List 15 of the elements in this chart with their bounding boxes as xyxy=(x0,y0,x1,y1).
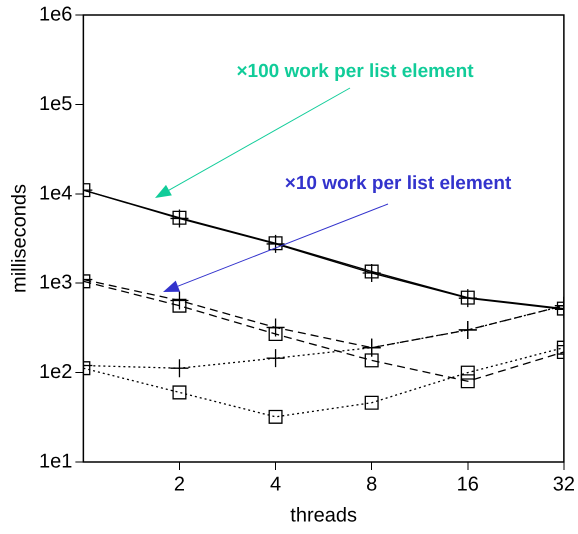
y-tick-label: 1e6 xyxy=(38,4,72,26)
y-tick-label: 1e2 xyxy=(38,361,72,384)
x-tick-label: 8 xyxy=(366,474,378,496)
x-tick-label: 4 xyxy=(270,474,282,496)
x-axis-title: threads xyxy=(290,504,357,527)
y-tick-label: 1e1 xyxy=(38,450,72,473)
y-axis-title: milliseconds xyxy=(8,184,31,293)
x-tick-label: 32 xyxy=(552,474,575,496)
y-tick-label: 1e3 xyxy=(38,272,72,294)
x-tick-label: 16 xyxy=(456,474,479,496)
x-tick-label: 2 xyxy=(174,474,186,496)
annotation: ×100 work per list element xyxy=(236,61,474,82)
y-tick-label: 1e4 xyxy=(38,182,72,204)
annotation: ×10 work per list element xyxy=(284,173,512,194)
y-tick-label: 1e5 xyxy=(38,92,72,115)
